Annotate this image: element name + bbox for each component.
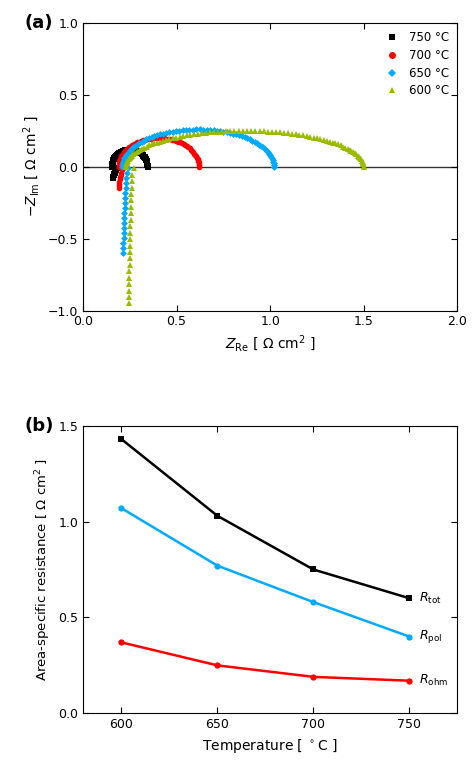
Text: (b): (b)	[25, 417, 55, 435]
Y-axis label: $-Z_{\rm Im}$ [ $\Omega$ cm$^2$ ]: $-Z_{\rm Im}$ [ $\Omega$ cm$^2$ ]	[22, 116, 42, 218]
Legend: 750 °C, 700 °C, 650 °C, 600 °C: 750 °C, 700 °C, 650 °C, 600 °C	[378, 29, 452, 100]
Text: $R_{\rm ohm}$: $R_{\rm ohm}$	[419, 673, 448, 688]
Text: $R_{\rm tot}$: $R_{\rm tot}$	[419, 591, 442, 606]
Text: $R_{\rm pol}$: $R_{\rm pol}$	[419, 628, 442, 645]
X-axis label: Temperature [ $^\circ$C ]: Temperature [ $^\circ$C ]	[202, 737, 338, 755]
X-axis label: $Z_{\rm Re}$ [ $\Omega$ cm$^2$ ]: $Z_{\rm Re}$ [ $\Omega$ cm$^2$ ]	[225, 334, 316, 354]
Text: (a): (a)	[25, 15, 54, 32]
Y-axis label: Area-specific resistance [ $\Omega$ cm$^2$ ]: Area-specific resistance [ $\Omega$ cm$^…	[33, 458, 53, 681]
